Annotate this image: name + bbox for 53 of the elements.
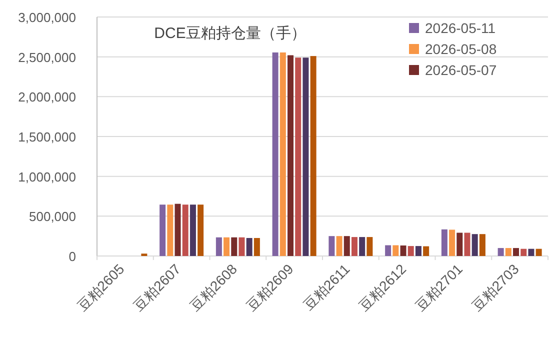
bar bbox=[246, 238, 252, 256]
legend-label: 2026-05-11 bbox=[425, 20, 496, 36]
bar bbox=[479, 234, 486, 256]
legend-label: 2026-05-08 bbox=[425, 41, 497, 57]
bar bbox=[182, 204, 188, 256]
bar bbox=[224, 237, 230, 256]
bar bbox=[359, 237, 366, 256]
text: DCE豆粕持仓量（手） bbox=[154, 25, 306, 42]
bar bbox=[174, 204, 181, 256]
bar bbox=[400, 245, 406, 256]
bar bbox=[392, 245, 399, 256]
bar bbox=[351, 237, 358, 256]
legend-label: 2026-05-07 bbox=[425, 62, 497, 78]
bar bbox=[513, 248, 520, 256]
bar bbox=[160, 204, 166, 256]
bar bbox=[472, 234, 478, 256]
y-tick-label: 2,500,000 bbox=[18, 50, 76, 65]
y-tick-label: 0 bbox=[68, 249, 76, 264]
bar bbox=[310, 56, 316, 256]
bar bbox=[415, 246, 422, 256]
bar bbox=[302, 58, 309, 256]
bar bbox=[366, 237, 373, 256]
bar bbox=[456, 232, 463, 256]
bar bbox=[344, 236, 350, 256]
bar bbox=[190, 204, 196, 256]
y-tick-label: 500,000 bbox=[29, 209, 76, 224]
bar bbox=[441, 229, 448, 256]
y-tick-label: 2,000,000 bbox=[18, 90, 76, 105]
bar bbox=[536, 248, 542, 256]
bar bbox=[254, 238, 260, 256]
bar bbox=[449, 230, 456, 256]
bar bbox=[167, 204, 174, 256]
bar bbox=[280, 52, 286, 256]
bar bbox=[408, 246, 414, 256]
bar bbox=[464, 232, 470, 256]
bar bbox=[336, 236, 342, 256]
bar bbox=[385, 245, 392, 256]
bar bbox=[231, 237, 238, 256]
bar bbox=[238, 237, 245, 256]
bar bbox=[498, 248, 504, 256]
bar bbox=[528, 248, 534, 256]
y-tick-label: 3,000,000 bbox=[18, 10, 76, 25]
y-tick-label: 1,500,000 bbox=[18, 130, 76, 144]
bar bbox=[272, 52, 278, 256]
bar bbox=[198, 204, 204, 256]
y-tick-label: 1,000,000 bbox=[18, 169, 76, 184]
bar bbox=[216, 237, 222, 256]
bar bbox=[295, 58, 302, 256]
bar bbox=[423, 246, 430, 256]
bar bbox=[505, 248, 512, 256]
bar bbox=[328, 236, 335, 256]
bar bbox=[288, 55, 294, 256]
bar bbox=[520, 248, 527, 256]
